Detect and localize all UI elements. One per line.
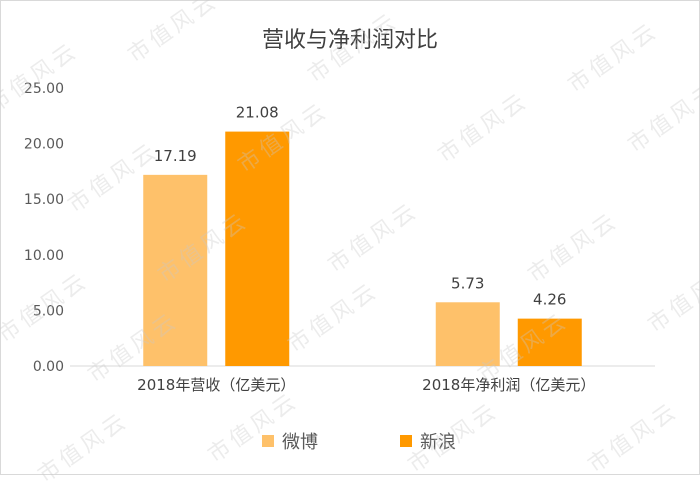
y-tick-label: 15.00 (24, 192, 64, 208)
bar-weibo-0 (143, 174, 208, 366)
legend-item-weibo: 微博 (262, 428, 318, 454)
x-category-label: 2018年净利润（亿美元） (422, 376, 595, 394)
bar-weibo-1 (435, 302, 500, 366)
legend-label-sina: 新浪 (420, 432, 456, 453)
y-tick-label: 0.00 (33, 359, 64, 375)
bar-chart: 0.00 5.00 10.00 15.00 20.00 25.00 17.19 21.08 2… (24, 81, 655, 394)
y-tick-label: 10.00 (24, 248, 64, 264)
legend-swatch-sina (400, 435, 412, 447)
legend: 微博 新浪 (0, 428, 700, 454)
legend-label-weibo: 微博 (282, 432, 318, 453)
chart-title: 营收与净利润对比 (261, 28, 438, 53)
data-label: 4.26 (533, 291, 566, 309)
x-category-label: 2018年营收（亿美元） (137, 376, 295, 394)
y-tick-label: 25.00 (24, 81, 64, 97)
bar-sina-0 (225, 131, 290, 366)
data-label: 5.73 (451, 274, 484, 292)
data-label: 17.19 (154, 147, 197, 165)
chart-frame (0, 0, 700, 475)
y-tick-label: 5.00 (33, 303, 64, 319)
y-tick-label: 20.00 (24, 137, 64, 153)
legend-swatch-weibo (262, 435, 274, 447)
bar-sina-1 (517, 318, 582, 366)
legend-item-sina: 新浪 (400, 428, 456, 454)
data-label: 21.08 (236, 104, 279, 122)
